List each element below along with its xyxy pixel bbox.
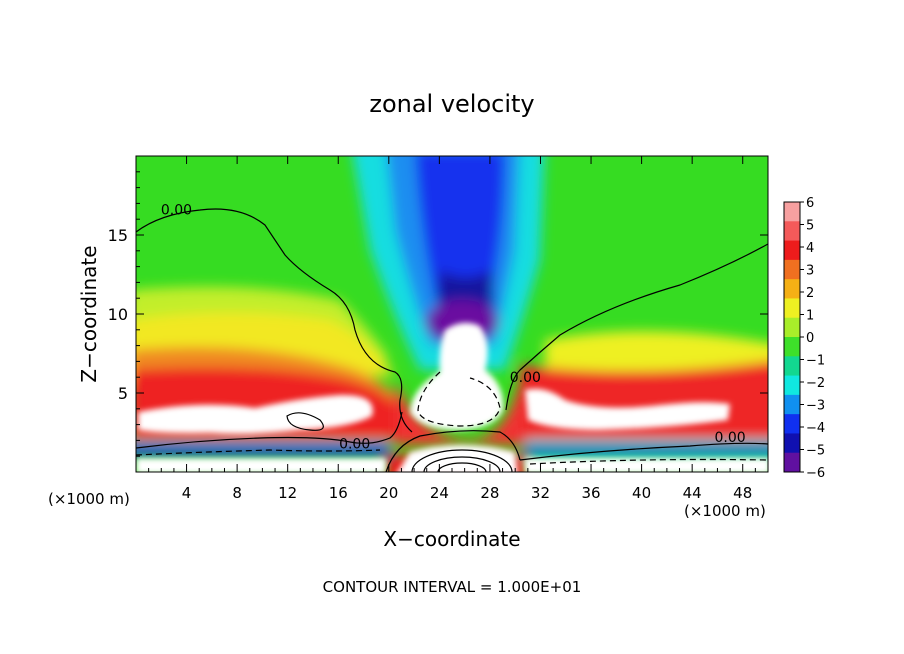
contour-label: 0.00 [161, 202, 192, 218]
colorbar-swatch [784, 202, 800, 222]
colorbar-swatch [784, 414, 800, 434]
x-tick-label: 24 [430, 484, 449, 502]
x-axis-label: X−coordinate [383, 527, 520, 551]
colorbar: 6 5 4 3 2 1 0 −1 −2 −3 −4 −5 −6 [783, 196, 825, 481]
colorbar-label: 1 [806, 309, 814, 324]
x-axis-ticks: 4 8 12 16 20 24 28 32 36 40 44 48 [148, 156, 756, 502]
x-tick-label: 12 [278, 484, 297, 502]
x-tick-label: 48 [733, 484, 752, 502]
colorbar-label: −5 [806, 444, 825, 459]
x-tick-label: 16 [329, 484, 348, 502]
y-tick-label: 10 [108, 305, 128, 324]
colorbar-label: 2 [806, 286, 814, 301]
x-tick-label: 28 [480, 484, 499, 502]
x-unit-left: (×1000 m) [48, 490, 130, 508]
colorbar-label: −4 [806, 421, 825, 436]
colorbar-label: −1 [806, 354, 825, 369]
colorbar-label: −2 [806, 376, 825, 391]
y-axis-label: Z−coordinate [77, 245, 101, 382]
x-tick-label: 8 [232, 484, 242, 502]
colorbar-swatch [784, 375, 800, 396]
contour-label: 0.00 [714, 430, 745, 446]
colorbar-swatch [784, 433, 800, 454]
x-tick-label: 44 [683, 484, 702, 502]
chart-title: zonal velocity [369, 90, 534, 118]
colorbar-label: 6 [806, 196, 814, 211]
x-unit-right: (×1000 m) [684, 502, 766, 520]
colorbar-label: 3 [806, 264, 814, 279]
contour-label-layer: 0.00 0.00 0.00 0.00 [161, 202, 746, 452]
colorbar-swatch [784, 259, 800, 280]
heatmap-field [136, 156, 768, 472]
x-tick-label: 36 [581, 484, 600, 502]
colorbar-swatch [784, 317, 800, 338]
colorbar-swatch [784, 452, 800, 473]
contour-label: 0.00 [339, 436, 370, 452]
x-tick-label: 32 [531, 484, 550, 502]
x-tick-label: 20 [379, 484, 398, 502]
colorbar-swatch [784, 394, 800, 415]
colorbar-swatch [784, 221, 800, 242]
y-axis-ticks: 5 10 15 [108, 171, 768, 457]
colorbar-swatch [784, 240, 800, 261]
colorbar-label: −6 [806, 466, 825, 481]
contour-interval-note: CONTOUR INTERVAL = 1.000E+01 [323, 578, 582, 596]
y-tick-label: 5 [118, 384, 128, 403]
colorbar-swatch [784, 337, 800, 357]
colorbar-label: 4 [806, 241, 814, 256]
colorbar-swatch [784, 279, 800, 299]
colorbar-label: 0 [806, 331, 814, 346]
x-tick-label: 4 [182, 484, 192, 502]
colorbar-label: 5 [806, 219, 814, 234]
colorbar-swatch [784, 298, 800, 319]
x-tick-label: 40 [632, 484, 651, 502]
colorbar-swatch [784, 356, 800, 377]
contour-label: 0.00 [510, 370, 541, 386]
colorbar-label: −3 [806, 399, 825, 414]
y-tick-label: 15 [108, 226, 128, 245]
contour-lines [136, 208, 768, 472]
